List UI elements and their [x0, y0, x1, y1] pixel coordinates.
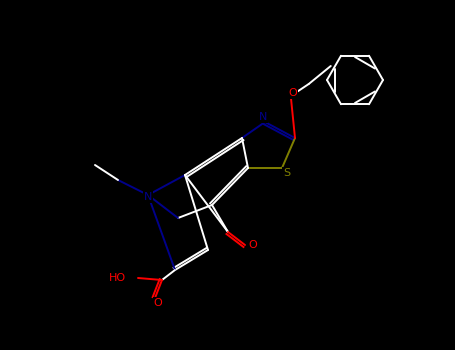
Text: N: N [259, 112, 267, 122]
Text: HO: HO [109, 273, 126, 283]
Text: O: O [288, 88, 297, 98]
Text: S: S [283, 168, 291, 178]
Text: O: O [154, 298, 162, 308]
Text: O: O [248, 240, 258, 250]
Text: N: N [144, 192, 152, 202]
